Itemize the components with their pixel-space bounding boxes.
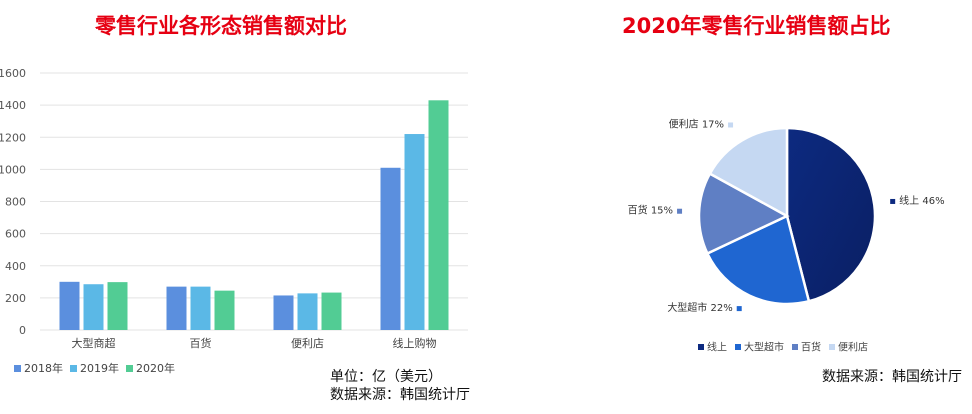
- pie-slice-label: 线上 46%: [899, 194, 944, 207]
- data-source-note: 数据来源：韩国统计厅: [330, 387, 470, 403]
- y-tick-label: 1200: [0, 131, 26, 144]
- bar: [214, 290, 235, 330]
- x-tick-label: 百货: [190, 336, 212, 350]
- bar: [380, 167, 401, 330]
- x-tick-label: 线上购物: [393, 336, 437, 350]
- pie-label-marker: [677, 208, 683, 214]
- pie-label-marker: [736, 306, 742, 312]
- legend-swatch: [70, 365, 77, 372]
- pie-slice: [697, 171, 790, 256]
- pie-slice: [708, 126, 789, 219]
- bar: [321, 292, 342, 330]
- pie-legend-label: 线上: [707, 341, 727, 354]
- bar-chart-title: 零售行业各形态销售额对比: [95, 14, 347, 38]
- y-tick-label: 1600: [0, 67, 26, 80]
- bar: [83, 284, 104, 330]
- bar: [190, 286, 211, 330]
- y-tick-label: 800: [5, 196, 26, 209]
- unit-note: 单位：亿（美元）: [330, 369, 442, 385]
- pie-slice: [785, 126, 877, 303]
- bar: [107, 282, 128, 330]
- pie-slice-label: 大型超市 22%: [667, 301, 732, 314]
- bar: [297, 293, 318, 330]
- y-tick-label: 600: [5, 228, 26, 241]
- pie-legend-label: 大型超市: [744, 341, 784, 354]
- pie-legend-swatch: [792, 344, 798, 350]
- pie-legend-swatch: [698, 344, 704, 350]
- pie-slice-label: 便利店 17%: [669, 117, 724, 130]
- bar: [59, 281, 80, 330]
- x-tick-label: 便利店: [291, 336, 324, 350]
- legend-label: 2019年: [80, 361, 119, 375]
- y-tick-label: 200: [5, 292, 26, 305]
- bar: [428, 100, 449, 331]
- pie-label-marker: [890, 198, 896, 204]
- y-tick-label: 0: [19, 324, 26, 337]
- legend-swatch: [14, 365, 21, 372]
- bar: [166, 286, 187, 330]
- pie-chart-title: 2020年零售行业销售额占比: [622, 14, 891, 38]
- legend-label: 2018年: [24, 361, 63, 375]
- pie-legend-swatch: [829, 344, 835, 350]
- legend-label: 2020年: [136, 361, 175, 375]
- pie-legend-label: 百货: [801, 341, 821, 354]
- pie-label-marker: [728, 122, 734, 128]
- y-tick-label: 400: [5, 260, 26, 273]
- y-tick-label: 1400: [0, 99, 26, 112]
- y-tick-label: 1000: [0, 163, 26, 176]
- pie-legend-label: 便利店: [838, 341, 868, 354]
- bar: [273, 295, 294, 330]
- pie-legend-swatch: [735, 344, 741, 350]
- legend-swatch: [126, 365, 133, 372]
- bar: [404, 134, 425, 330]
- pie-data-source-note: 数据来源：韩国统计厅: [822, 369, 962, 385]
- pie-slice: [705, 214, 811, 306]
- pie-slice-label: 百货 15%: [628, 204, 673, 217]
- x-tick-label: 大型商超: [72, 336, 116, 350]
